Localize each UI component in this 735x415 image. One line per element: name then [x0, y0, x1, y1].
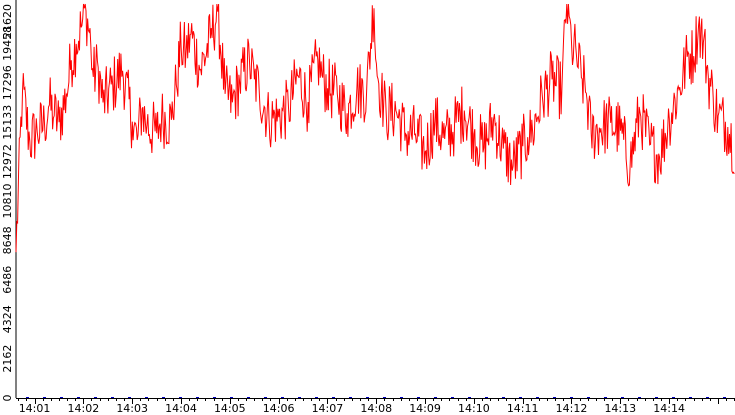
series-line [15, 3, 735, 253]
baseline-dot [689, 397, 692, 398]
x-tick-label: 14:05 [214, 402, 246, 415]
baseline-dot [128, 397, 131, 398]
x-tick-label: 14:07 [312, 402, 344, 415]
baseline-dot [485, 397, 488, 398]
x-tick-label: 14:03 [116, 402, 148, 415]
baseline-dot [570, 397, 573, 398]
baseline-dot [26, 397, 29, 398]
baseline-dot [519, 397, 522, 398]
baseline-dot [264, 397, 267, 398]
baseline-dot [451, 397, 454, 398]
baseline-dot [162, 397, 165, 398]
baseline-dot [672, 397, 675, 398]
baseline-dot [281, 397, 284, 398]
x-tick-label: 14:06 [263, 402, 295, 415]
x-tick-label: 14:11 [507, 402, 539, 415]
baseline-dot [434, 397, 437, 398]
baseline-dot [468, 397, 471, 398]
baseline-dot [621, 397, 624, 398]
baseline-dot [366, 397, 369, 398]
y-tick-label: 15133 [1, 105, 14, 140]
baseline-dot [298, 397, 301, 398]
baseline-dot [502, 397, 505, 398]
baseline-dot [587, 397, 590, 398]
x-tick-label: 14:14 [653, 402, 685, 415]
baseline-dot [111, 397, 114, 398]
x-tick-label: 14:04 [165, 402, 197, 415]
baseline-dot [94, 397, 97, 398]
baseline-dot [179, 397, 182, 398]
x-tick-label: 14:01 [19, 402, 51, 415]
baseline-dot [332, 397, 335, 398]
series-area [15, 3, 735, 253]
y-tick-label: 17296 [1, 65, 14, 100]
y-tick-label: 21620 [1, 4, 14, 39]
baseline-dot [604, 397, 607, 398]
baseline-dot [655, 397, 658, 398]
baseline-dot [60, 397, 63, 398]
y-tick-label: 12972 [1, 144, 14, 179]
y-tick-label: 0 [1, 395, 14, 402]
baseline-dot [315, 397, 318, 398]
baseline-dot [706, 397, 709, 398]
x-axis: 14:01 14:02 14:03 14:04 14:05 14:06 14:07 14:08… [16, 398, 735, 415]
baseline-dot [400, 397, 403, 398]
x-tick-label: 14:13 [604, 402, 636, 415]
y-axis: 0 2162 4324 6486 8648 10810 12972 15133 17296 194… [1, 0, 17, 402]
x-tick-label: 14:12 [556, 402, 588, 415]
baseline-dot [349, 397, 352, 398]
baseline-dot [536, 397, 539, 398]
baseline-dots [26, 397, 726, 398]
x-tick-label: 14:10 [458, 402, 490, 415]
baseline-dot [196, 397, 199, 398]
baseline-dot [723, 397, 726, 398]
y-tick-label: 6486 [1, 266, 14, 294]
y-tick-label: 4324 [1, 305, 14, 333]
baseline-dot [145, 397, 148, 398]
baseline-dot [383, 397, 386, 398]
baseline-dot [553, 397, 556, 398]
baseline-dot [43, 397, 46, 398]
baseline-dot [230, 397, 233, 398]
x-tick-label: 14:02 [68, 402, 100, 415]
baseline-dot [213, 397, 216, 398]
y-tick-label: 19458 [1, 26, 14, 61]
baseline-dot [247, 397, 250, 398]
y-tick-label: 8648 [1, 226, 14, 254]
baseline-dot [77, 397, 80, 398]
baseline-dot [638, 397, 641, 398]
x-tick-label: 14:09 [409, 402, 441, 415]
y-tick-label: 10810 [1, 184, 14, 219]
x-tick-label: 14:08 [360, 402, 392, 415]
baseline-dot [417, 397, 420, 398]
y-tick-label: 2162 [1, 345, 14, 373]
